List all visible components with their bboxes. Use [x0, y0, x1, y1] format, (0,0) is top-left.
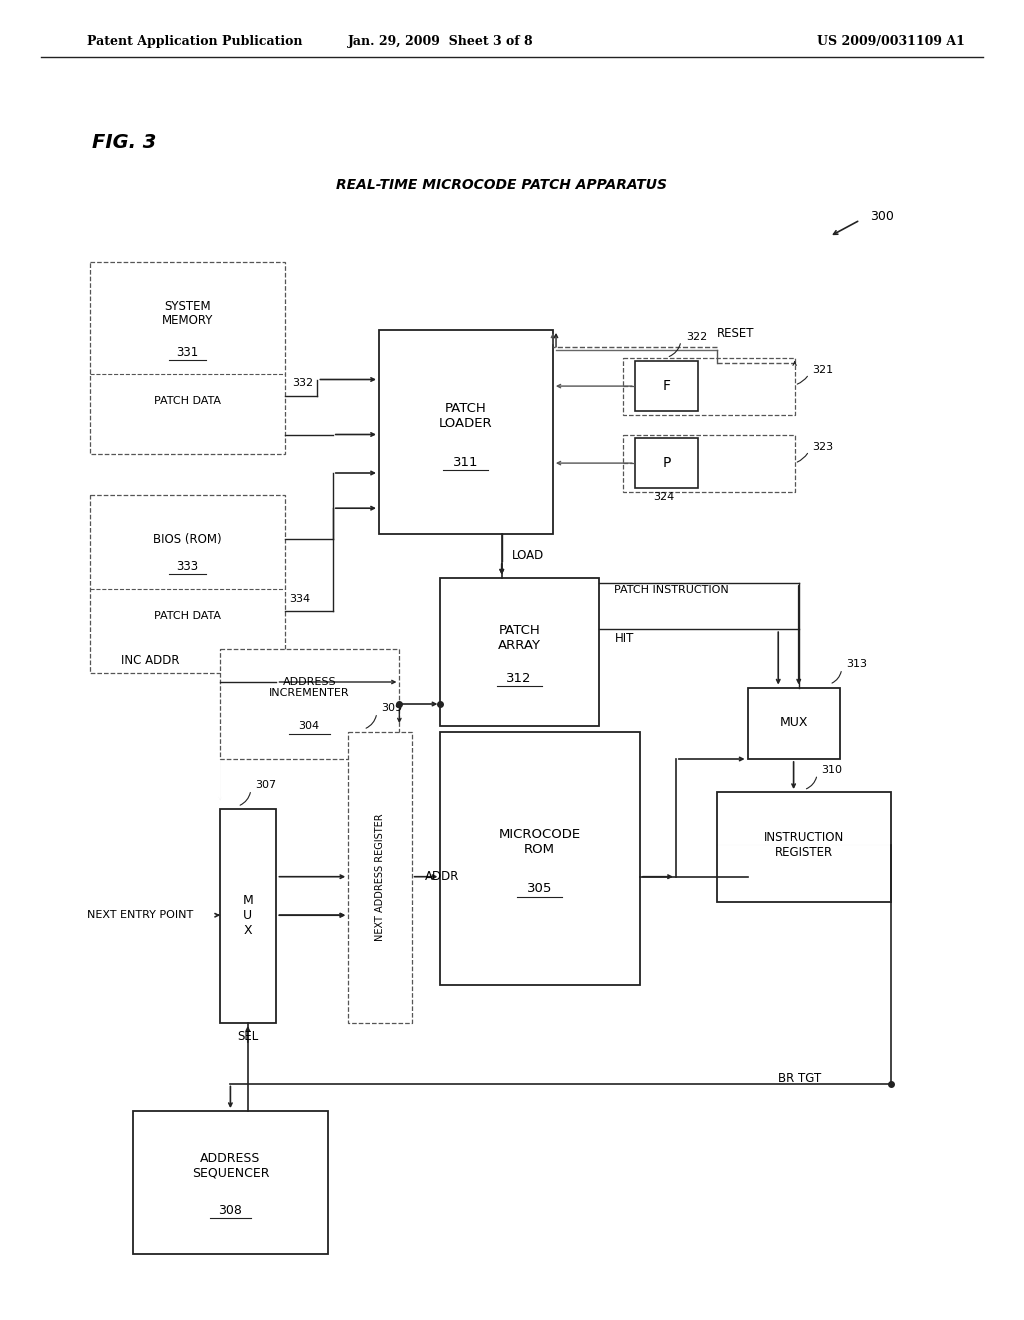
Text: 308: 308	[218, 1204, 243, 1217]
Bar	[440, 578, 599, 726]
Text: 321: 321	[812, 364, 834, 375]
Text: P: P	[663, 457, 671, 470]
Text: RESET: RESET	[717, 327, 755, 339]
Text: 311: 311	[454, 455, 478, 469]
Text: 309: 309	[381, 704, 402, 713]
Text: F: F	[663, 379, 671, 393]
Text: SYSTEM
MEMORY: SYSTEM MEMORY	[162, 300, 213, 327]
Text: 313: 313	[846, 660, 867, 669]
Text: PATCH DATA: PATCH DATA	[154, 611, 221, 620]
Text: NEXT ADDRESS REGISTER: NEXT ADDRESS REGISTER	[375, 813, 385, 941]
Text: US 2009/0031109 A1: US 2009/0031109 A1	[817, 36, 965, 49]
Text: PATCH
LOADER: PATCH LOADER	[439, 401, 493, 430]
Bar	[348, 731, 412, 1023]
Text: PATCH
ARRAY: PATCH ARRAY	[498, 624, 541, 652]
Text: 334: 334	[289, 594, 310, 605]
Text: 323: 323	[812, 442, 834, 451]
Text: ADDR: ADDR	[425, 870, 460, 883]
Bar	[623, 434, 795, 492]
Text: HIT: HIT	[614, 631, 634, 644]
Text: REAL-TIME MICROCODE PATCH APPARATUS: REAL-TIME MICROCODE PATCH APPARATUS	[336, 178, 668, 191]
Text: LOAD: LOAD	[512, 549, 544, 562]
Text: SEL: SEL	[238, 1030, 258, 1043]
Text: Patent Application Publication: Patent Application Publication	[87, 36, 302, 49]
Bar	[635, 360, 698, 412]
Text: MUX: MUX	[779, 717, 808, 729]
Text: PATCH DATA: PATCH DATA	[154, 396, 221, 407]
Text: 324: 324	[653, 492, 675, 502]
Text: 300: 300	[870, 210, 894, 223]
Bar	[220, 808, 276, 1023]
Text: INC ADDR: INC ADDR	[121, 653, 179, 667]
Text: Jan. 29, 2009  Sheet 3 of 8: Jan. 29, 2009 Sheet 3 of 8	[347, 36, 534, 49]
Text: FIG. 3: FIG. 3	[92, 133, 157, 153]
Text: 304: 304	[299, 721, 319, 731]
Text: 310: 310	[821, 766, 843, 775]
Bar	[748, 688, 840, 759]
Text: PATCH INSTRUCTION: PATCH INSTRUCTION	[614, 585, 729, 594]
Text: BR TGT: BR TGT	[778, 1072, 821, 1085]
Bar	[635, 438, 698, 488]
Bar	[379, 330, 553, 533]
Bar	[90, 261, 285, 454]
Text: 332: 332	[292, 378, 313, 388]
Text: INSTRUCTION
REGISTER: INSTRUCTION REGISTER	[764, 830, 844, 859]
Text: ADDRESS
SEQUENCER: ADDRESS SEQUENCER	[191, 1152, 269, 1180]
Text: ADDRESS
INCREMENTER: ADDRESS INCREMENTER	[269, 677, 349, 698]
Bar	[440, 731, 640, 985]
Text: MICROCODE
ROM: MICROCODE ROM	[499, 828, 581, 855]
Text: 322: 322	[686, 331, 708, 342]
Text: NEXT ENTRY POINT: NEXT ENTRY POINT	[87, 911, 194, 920]
Bar	[90, 495, 285, 673]
Text: 333: 333	[176, 560, 199, 573]
Bar	[133, 1111, 328, 1254]
Bar	[717, 792, 891, 902]
Bar	[220, 649, 399, 759]
Text: 312: 312	[507, 672, 531, 685]
Text: 305: 305	[527, 882, 552, 895]
Text: M
U
X: M U X	[243, 894, 253, 937]
Text: 307: 307	[255, 780, 276, 791]
Text: BIOS (ROM): BIOS (ROM)	[153, 532, 222, 545]
Bar	[623, 358, 795, 414]
Text: 331: 331	[176, 346, 199, 359]
